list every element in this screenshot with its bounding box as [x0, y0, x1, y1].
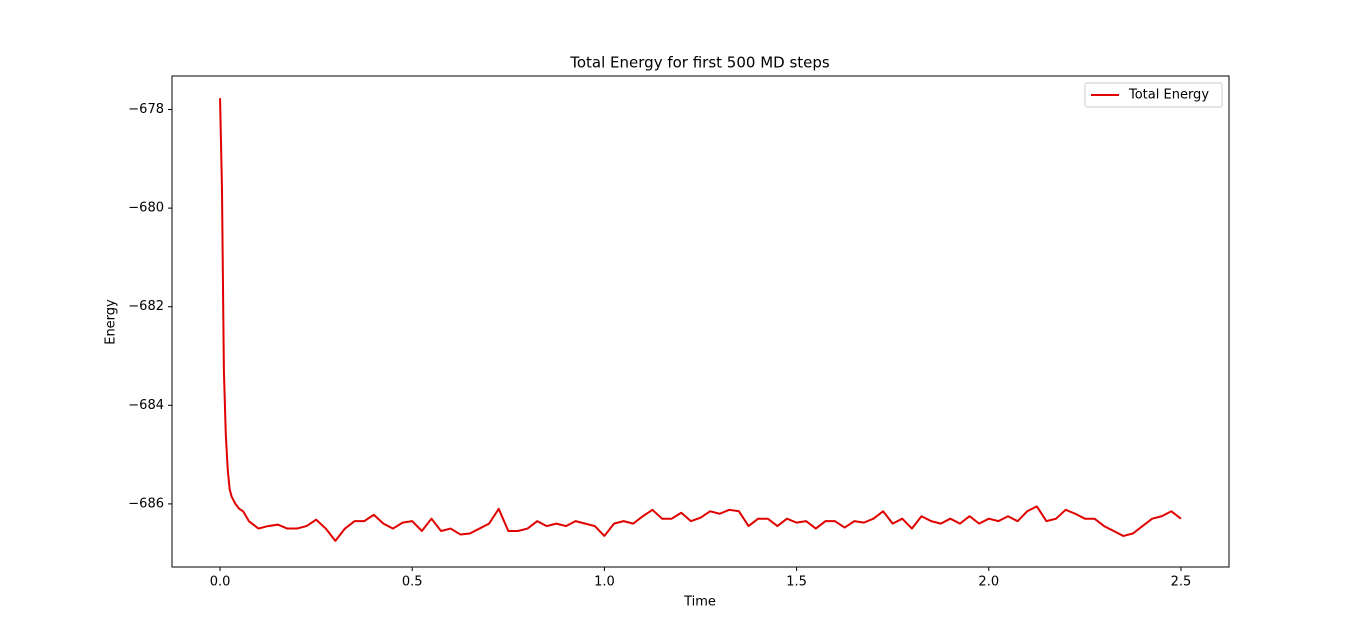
x-tick-label: 0.0: [210, 575, 231, 590]
x-tick-label: 2.5: [1171, 575, 1192, 590]
x-tick-label: 0.5: [402, 575, 423, 590]
y-tick-label: −686: [128, 496, 164, 511]
y-tick-label: −684: [128, 398, 164, 413]
x-tick-label: 1.0: [594, 575, 615, 590]
x-tick-label: 2.0: [978, 575, 999, 590]
y-tick-label: −682: [128, 299, 164, 314]
y-tick-label: −680: [128, 201, 164, 216]
y-axis-label: Energy: [104, 299, 119, 345]
x-tick-label: 1.5: [786, 575, 807, 590]
chart-title: Total Energy for first 500 MD steps: [569, 54, 830, 72]
legend-box: [1084, 82, 1223, 108]
x-axis-label: Time: [683, 595, 716, 610]
data-line: [219, 98, 1182, 542]
legend-label: Total Energy: [1128, 88, 1209, 103]
plot-frame: [171, 75, 1230, 568]
y-tick-label: −678: [128, 102, 164, 117]
